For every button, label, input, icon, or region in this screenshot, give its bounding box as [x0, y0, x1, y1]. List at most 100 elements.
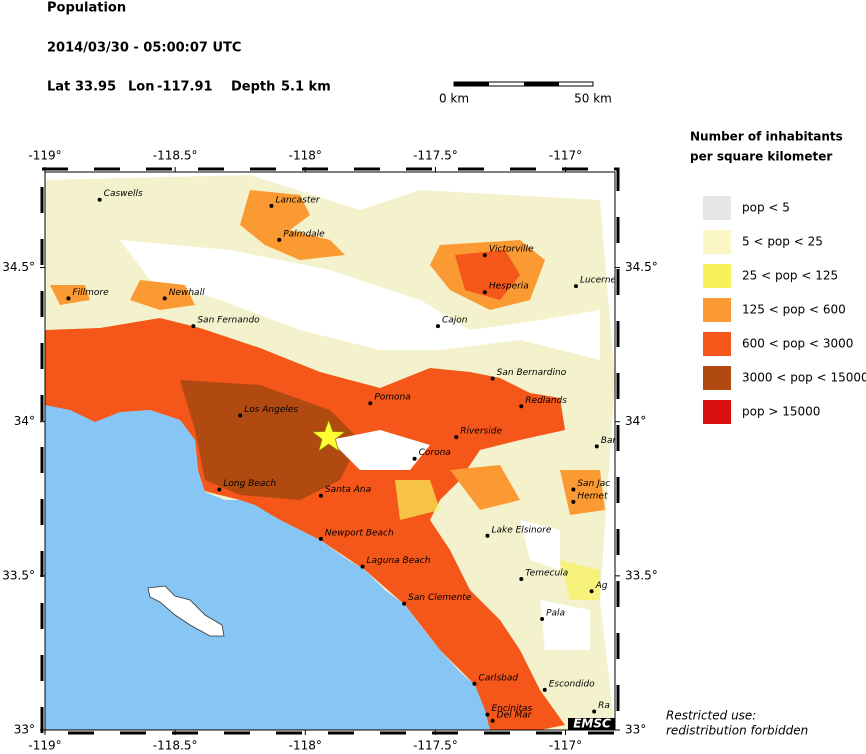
y-tick-label: 33°	[14, 723, 35, 737]
x-tick-label: -119°	[28, 739, 61, 753]
x-tick-label: -118.5°	[153, 739, 198, 753]
city-label: Pala	[546, 609, 565, 619]
scale-bar	[453, 81, 594, 87]
y-tick-label: 33.5°	[2, 568, 35, 582]
city-dot	[360, 564, 365, 569]
legend-label: 125 < pop < 600	[742, 303, 846, 317]
legend: pop < 5 5 < pop < 25 25 < pop < 125 125 < p…	[703, 196, 866, 424]
city-label: Temecula	[525, 568, 568, 578]
city-label: Encinitas	[491, 704, 532, 714]
notice: redistribution forbidden	[666, 724, 808, 738]
depth-value: 5.1 km	[281, 80, 331, 95]
city-dot	[485, 533, 490, 538]
lat-label: Lat	[47, 80, 70, 95]
city-label: San Bernardino	[497, 368, 567, 378]
city-label: Lake Elsinore	[491, 525, 551, 535]
city-label: Hemet	[577, 491, 608, 501]
city-dot	[482, 253, 487, 258]
city-label: Pomona	[374, 393, 410, 403]
map-area	[45, 172, 615, 730]
city-label: Bar	[601, 436, 618, 446]
y-tick-label: 34°	[625, 414, 646, 428]
x-tick-label: -117.5°	[413, 739, 458, 753]
legend-label: pop < 5	[742, 201, 790, 215]
city-dot	[490, 718, 495, 723]
epicenter	[311, 418, 347, 452]
logo: EMSC	[573, 717, 611, 731]
city-label: Newport Beach	[325, 528, 394, 538]
city-label: Los Angeles	[244, 405, 298, 415]
city-dot	[542, 687, 547, 692]
city-dot	[571, 499, 576, 504]
city-dot	[269, 203, 274, 208]
city-dot	[412, 456, 417, 461]
city-dot	[217, 487, 222, 492]
legend-label: 5 < pop < 25	[742, 235, 823, 249]
city-label: San Fernando	[197, 316, 260, 326]
map-frame	[44, 171, 616, 731]
city-label: San Clemente	[408, 593, 472, 603]
city-label: Fillmore	[72, 288, 109, 298]
city-label: Laguna Beach	[367, 556, 431, 566]
depth-label: Depth	[231, 80, 275, 95]
city-dot	[482, 290, 487, 295]
city-label: Ag	[595, 581, 608, 591]
legend-label: 600 < pop < 3000	[742, 337, 853, 351]
title: Population	[47, 1, 126, 16]
x-tick-label: -118°	[289, 149, 322, 163]
city-dot	[318, 493, 323, 498]
x-tick-label: -118.5°	[153, 149, 198, 163]
y-tick-label: 33.5°	[625, 568, 658, 582]
city-label: Palmdale	[283, 229, 325, 239]
city-label: Victorville	[489, 245, 534, 255]
legend-title: Number of inhabitants	[690, 130, 843, 144]
city-label: Redlands	[525, 396, 567, 406]
datetime: 2014/03/30 - 05:00:07 UTC	[47, 41, 241, 56]
cities: Caswells Lancaster Palmdale Fillmore Newhall…	[66, 189, 618, 723]
lat-value: 33.95	[75, 80, 116, 95]
city-label: Corona	[419, 448, 451, 458]
city-dot	[592, 709, 597, 714]
city-dot	[472, 681, 477, 686]
legend-label: pop > 15000	[742, 405, 820, 419]
city-dot	[594, 444, 599, 449]
city-label: Long Beach	[223, 479, 276, 489]
city-label: Escondido	[549, 679, 595, 689]
city-dot	[191, 324, 196, 329]
legend-swatch	[703, 264, 731, 288]
city-dot	[162, 296, 167, 301]
city-dot	[519, 404, 524, 409]
city-dot	[97, 197, 102, 202]
city-dot	[436, 324, 441, 329]
x-tick-label: -117°	[549, 739, 582, 753]
city-dot	[66, 296, 71, 301]
city-dot	[573, 284, 578, 289]
city-dot	[277, 237, 282, 242]
city-label: Santa Ana	[325, 485, 371, 495]
city-dot	[238, 413, 243, 418]
city-dot	[402, 601, 407, 606]
city-dot	[540, 617, 545, 622]
city-label: Cajon	[442, 316, 468, 326]
city-dot	[519, 576, 524, 581]
city-dot	[368, 401, 373, 406]
city-label: Riverside	[460, 427, 502, 437]
x-tick-label: -117°	[549, 149, 582, 163]
city-label: Del Mar	[497, 710, 533, 720]
city-label: San Jac	[577, 479, 610, 489]
y-tick-label: 34°	[14, 414, 35, 428]
city-dot	[490, 376, 495, 381]
city-dot	[318, 536, 323, 541]
city-dot	[454, 435, 459, 440]
legend-swatch	[703, 400, 731, 424]
y-tick-label: 34.5°	[2, 260, 35, 274]
map-border	[40, 167, 620, 735]
legend-swatch	[703, 298, 731, 322]
city-label: Newhall	[169, 288, 205, 298]
legend-swatch	[703, 332, 731, 356]
city-label: Lancaster	[275, 195, 320, 205]
x-tick-label: -118°	[289, 739, 322, 753]
city-label: Ra	[598, 701, 610, 711]
city-dot	[485, 712, 490, 717]
